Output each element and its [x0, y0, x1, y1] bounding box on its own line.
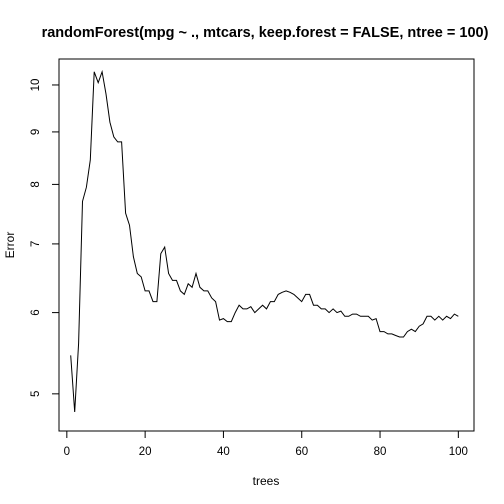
x-tick-label: 0 — [64, 446, 70, 458]
y-tick-label: 7 — [30, 241, 42, 247]
y-tick-label: 9 — [30, 129, 42, 135]
series-layer — [70, 69, 459, 413]
error-series-line — [70, 69, 459, 413]
x-tick-label: 60 — [295, 446, 308, 458]
x-tick-label: 100 — [449, 446, 468, 458]
x-axis: 0 20 40 60 80 100 — [64, 430, 468, 458]
y-axis: 5 6 7 8 9 10 — [30, 79, 60, 397]
y-tick-label: 6 — [30, 309, 42, 315]
y-tick-label: 8 — [30, 181, 42, 187]
y-tick-label: 5 — [30, 391, 42, 397]
y-tick-label: 10 — [30, 79, 42, 92]
x-tick-label: 80 — [374, 446, 387, 458]
plot-box — [58, 58, 475, 432]
chart-title: randomForest(mpg ~ ., mtcars, keep.fores… — [42, 25, 489, 41]
y-axis-label: Error — [3, 232, 17, 259]
x-tick-label: 40 — [217, 446, 230, 458]
x-axis-label: trees — [253, 474, 280, 488]
x-tick-label: 20 — [139, 446, 152, 458]
